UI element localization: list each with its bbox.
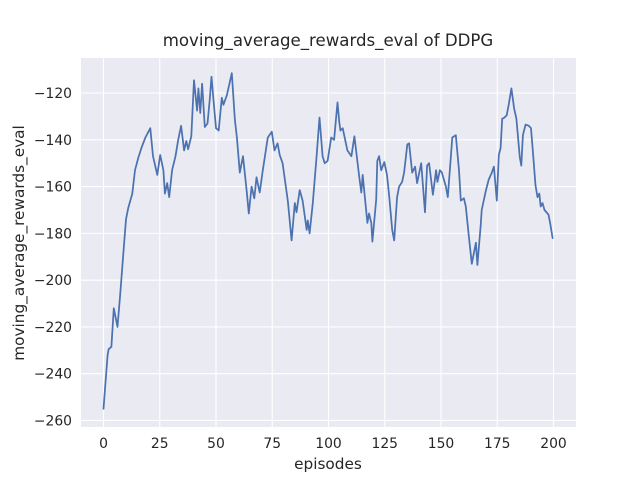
x-tick-label: 0 <box>99 436 108 452</box>
y-tick-label: −220 <box>34 320 72 336</box>
y-tick-label: −160 <box>34 180 72 196</box>
x-tick-label: 125 <box>371 436 398 452</box>
y-tick-label: −180 <box>34 226 72 242</box>
x-tick-label: 25 <box>151 436 169 452</box>
reward-line <box>102 72 554 410</box>
x-tick-label: 50 <box>207 436 225 452</box>
y-tick-label: −240 <box>34 367 72 383</box>
y-tick-label: −200 <box>34 273 72 289</box>
y-tick-label: −120 <box>34 86 72 102</box>
x-tick-label: 100 <box>315 436 342 452</box>
x-axis-label: episodes <box>294 455 362 473</box>
x-tick-label: 175 <box>484 436 511 452</box>
chart-title: moving_average_rewards_eval of DDPG <box>163 31 494 51</box>
x-tick-label: 75 <box>263 436 281 452</box>
y-tick-label: −140 <box>34 133 72 149</box>
y-tick-labels: −260 −240 −220 −200 −180 −160 −140 −120 <box>34 86 72 429</box>
x-tick-label: 150 <box>428 436 455 452</box>
y-axis-label: moving_average_rewards_eval <box>10 125 29 361</box>
x-tick-label: 200 <box>540 436 567 452</box>
y-tick-label: −260 <box>34 413 72 429</box>
x-tick-labels: 0 25 50 75 100 125 150 175 200 <box>99 436 567 452</box>
